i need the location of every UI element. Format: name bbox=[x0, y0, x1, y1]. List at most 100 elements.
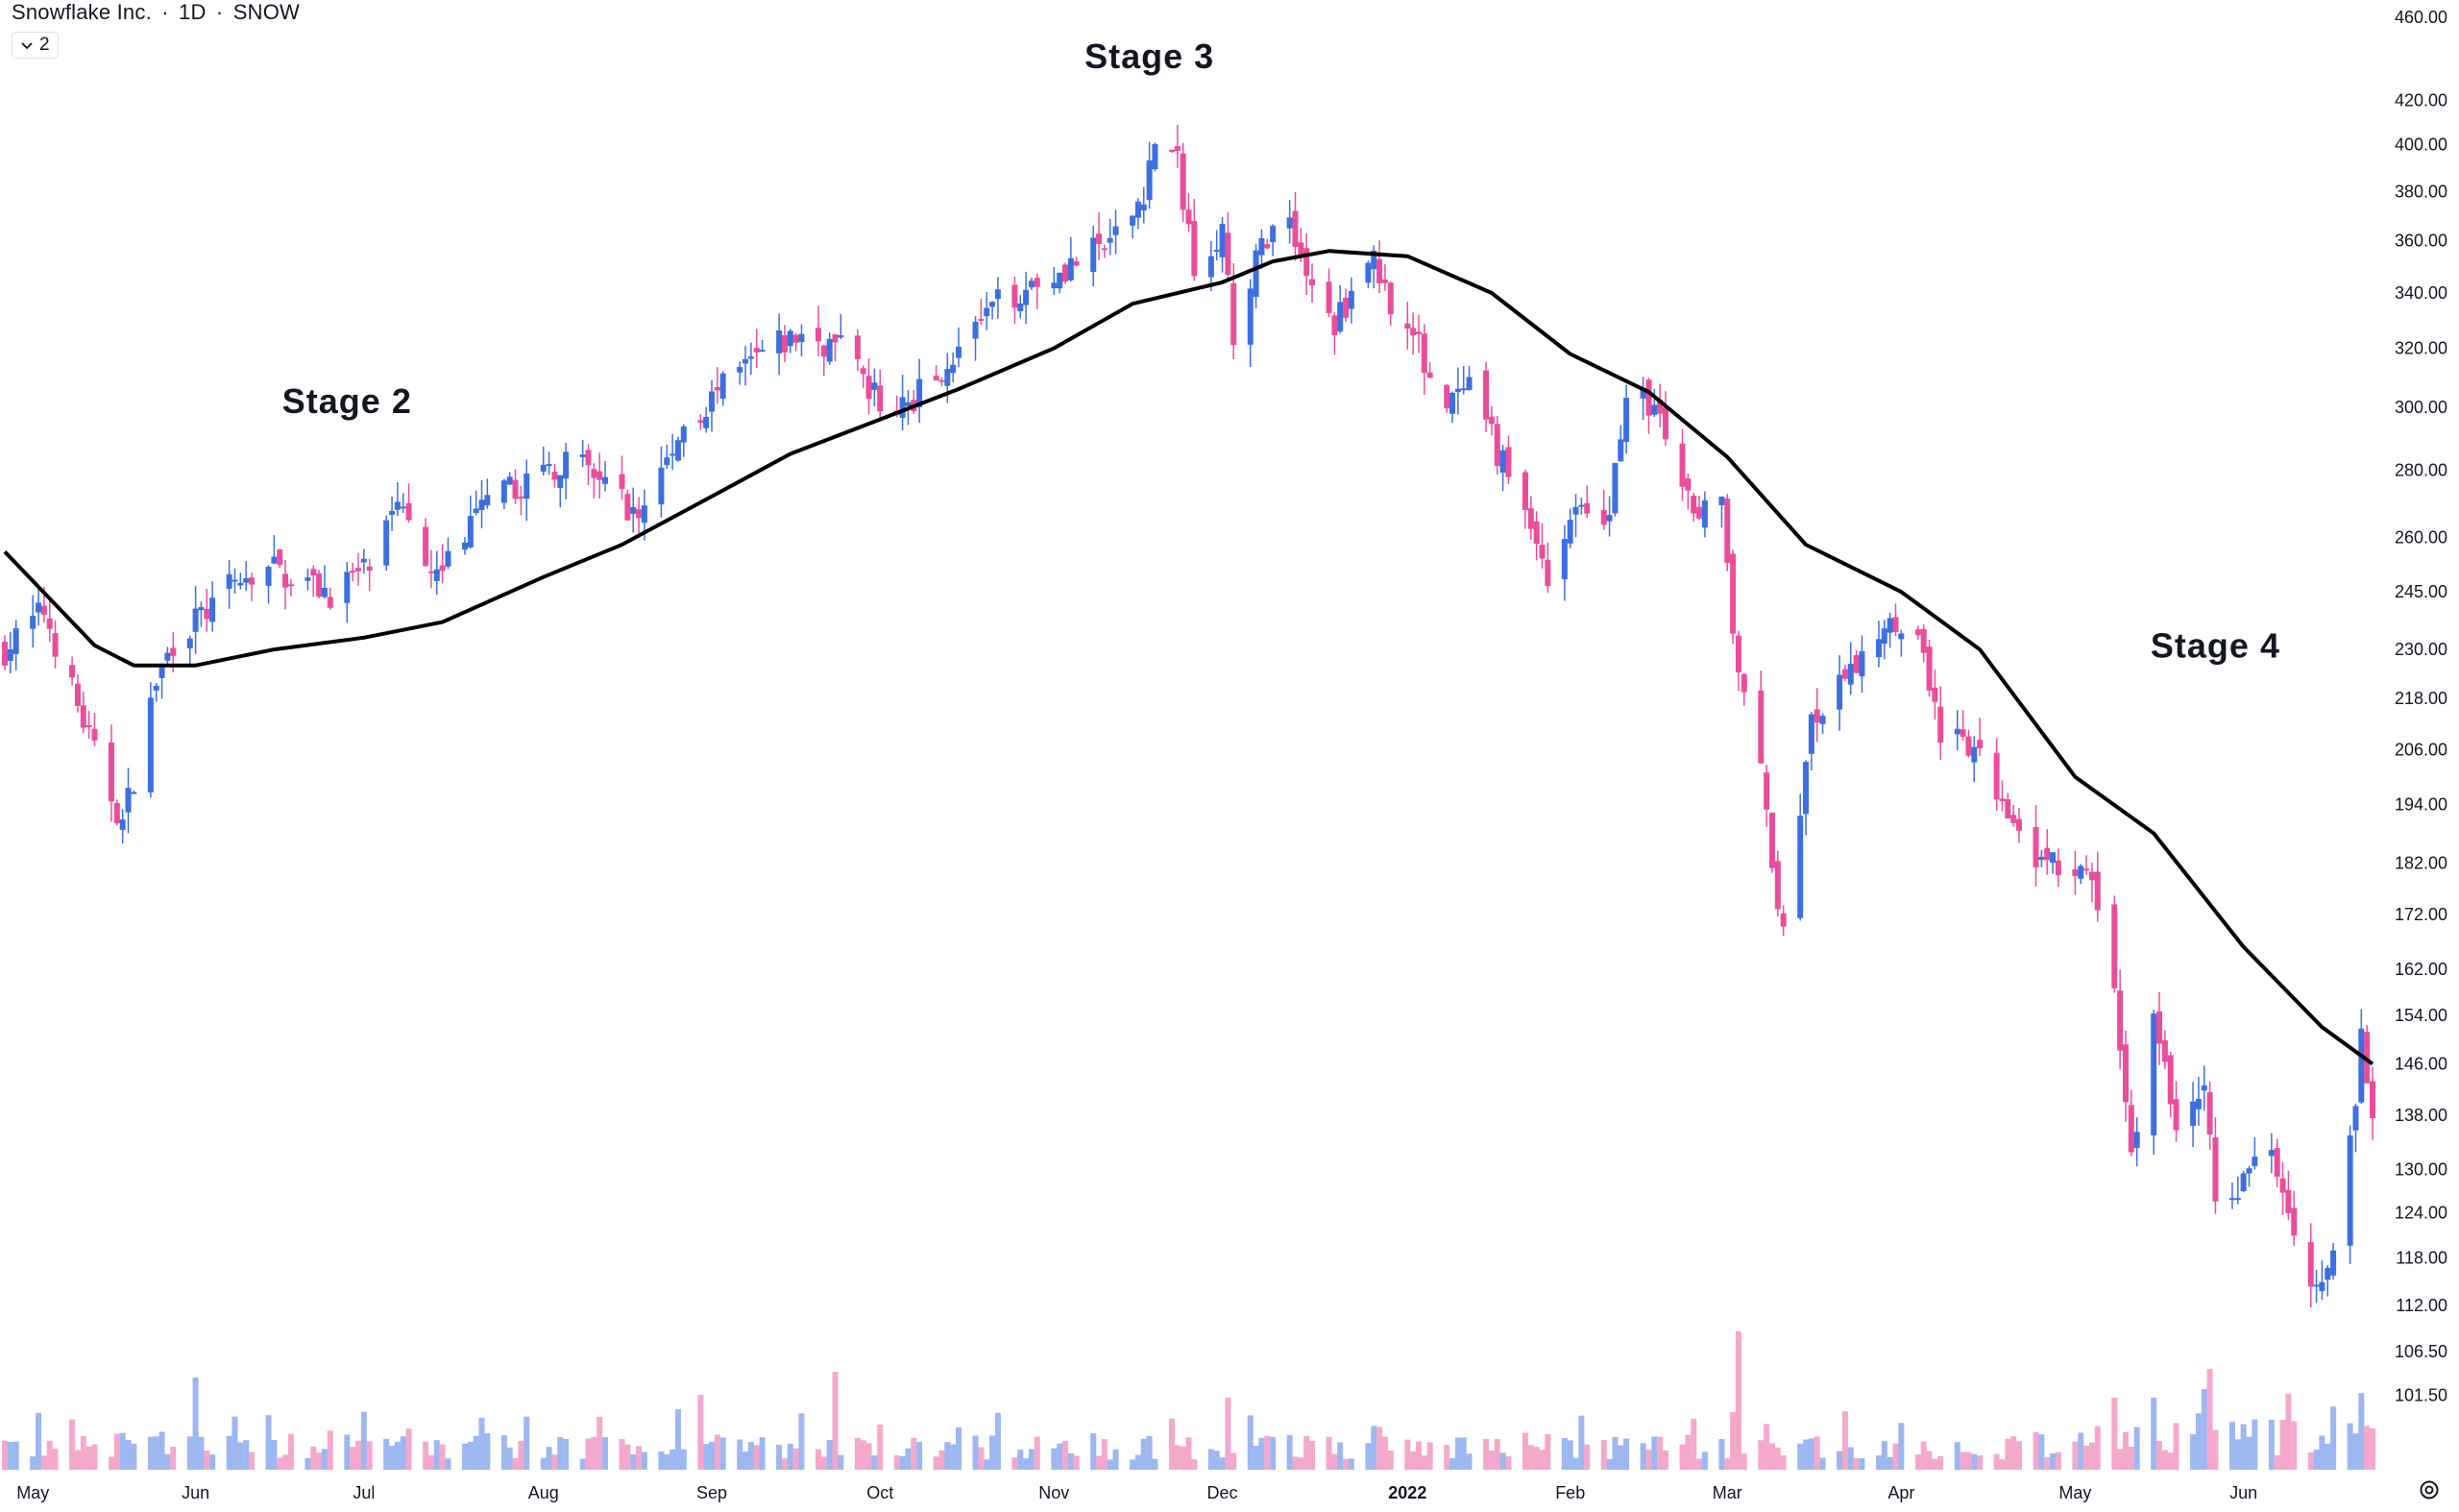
volume-bar bbox=[74, 1450, 81, 1470]
candle-body bbox=[2111, 904, 2118, 988]
volume-bar bbox=[792, 1448, 799, 1470]
candle-body bbox=[198, 607, 205, 611]
candle-body bbox=[405, 502, 412, 521]
price-tick-label: 460.00 bbox=[2395, 8, 2447, 27]
candle-body bbox=[1258, 237, 1265, 256]
candle-body bbox=[1331, 315, 1338, 335]
candle-body bbox=[2352, 1106, 2359, 1131]
candle-body bbox=[1892, 617, 1899, 632]
candle-body bbox=[602, 476, 609, 484]
candle-body bbox=[1814, 709, 1820, 723]
candle-body bbox=[787, 330, 793, 347]
candle-body bbox=[938, 379, 945, 382]
volume-bar bbox=[1522, 1432, 1528, 1470]
price-tick-label: 206.00 bbox=[2395, 741, 2447, 760]
candle-body bbox=[1701, 500, 1708, 528]
volume-bar bbox=[1679, 1444, 1686, 1470]
volume-bar bbox=[1326, 1436, 1332, 1470]
symbol-header[interactable]: Snowflake Inc. · 1D · SNOW bbox=[12, 0, 304, 25]
volume-bar bbox=[1292, 1456, 1299, 1470]
volume-bar bbox=[2094, 1426, 2101, 1470]
volume-bar bbox=[36, 1412, 42, 1470]
candle-body bbox=[1914, 629, 1921, 636]
candle-body bbox=[737, 366, 743, 373]
volume-bar bbox=[1017, 1449, 1024, 1470]
candle-body bbox=[1920, 628, 1927, 653]
candle-body bbox=[1651, 404, 1658, 415]
candle-body bbox=[467, 516, 474, 548]
candle-body bbox=[46, 618, 53, 629]
volume-bar bbox=[1853, 1457, 1860, 1470]
volume-bar bbox=[2252, 1419, 2258, 1470]
candle-body bbox=[2050, 852, 2057, 864]
volume-bar bbox=[838, 1454, 844, 1470]
volume-bar bbox=[1483, 1438, 1490, 1470]
candle-body bbox=[753, 348, 760, 353]
candle-body bbox=[400, 506, 406, 509]
volume-bar bbox=[1954, 1442, 1960, 1470]
volume-bar bbox=[344, 1434, 351, 1470]
time-tick-label: May bbox=[2058, 1483, 2091, 1502]
price-tick-label: 101.50 bbox=[2395, 1386, 2447, 1405]
candle-body bbox=[1954, 728, 1960, 735]
volume-bar bbox=[12, 1441, 19, 1470]
volume-bar bbox=[708, 1442, 715, 1470]
candle-body bbox=[2285, 1189, 2292, 1213]
candle-body bbox=[1718, 496, 1725, 505]
candle-body bbox=[1837, 674, 1843, 710]
price-tick-label: 260.00 bbox=[2395, 528, 2447, 548]
candle-body bbox=[423, 526, 429, 567]
volume-bar bbox=[2319, 1435, 2325, 1470]
price-tick-label: 162.00 bbox=[2395, 960, 2447, 979]
candle-body bbox=[1348, 290, 1354, 309]
volume-bar bbox=[1225, 1398, 1231, 1470]
candle-body bbox=[747, 356, 754, 359]
candle-body bbox=[703, 416, 710, 428]
price-axis[interactable]: 460.00 420.00 400.00 380.00 360.00 340.00 320.… bbox=[2395, 8, 2447, 1405]
indicators-collapse-button[interactable]: 2 bbox=[12, 32, 59, 59]
candle-body bbox=[1567, 520, 1573, 544]
candle-body bbox=[978, 318, 985, 321]
volume-bar bbox=[1404, 1439, 1411, 1470]
volume-bar bbox=[1140, 1438, 1147, 1470]
candle-body bbox=[719, 373, 726, 400]
candle-body bbox=[1847, 664, 1854, 685]
candle-body bbox=[1130, 215, 1136, 226]
candle-body bbox=[394, 501, 401, 510]
volume-bar bbox=[877, 1424, 884, 1470]
volume-bar bbox=[2016, 1441, 2023, 1470]
volume-bar bbox=[1600, 1440, 1607, 1470]
volume-bar bbox=[2190, 1434, 2197, 1470]
candle-body bbox=[1449, 392, 1456, 414]
candle-body bbox=[2005, 798, 2011, 818]
candle-body bbox=[1965, 736, 1972, 756]
volume-bar bbox=[933, 1456, 939, 1470]
candle-body bbox=[310, 569, 317, 576]
candle-body bbox=[1663, 406, 1669, 440]
volume-bar bbox=[1657, 1436, 1664, 1470]
settings-gear-icon[interactable] bbox=[2417, 1477, 2442, 1502]
volume-bar bbox=[2161, 1450, 2168, 1470]
candle-body bbox=[1758, 690, 1765, 764]
volume-bar bbox=[500, 1435, 507, 1470]
volume-bar bbox=[1814, 1436, 1820, 1470]
volume-bar bbox=[916, 1442, 923, 1470]
volume-bar bbox=[1730, 1412, 1737, 1470]
candle-body bbox=[1090, 237, 1097, 273]
volume-bar bbox=[1057, 1443, 1063, 1470]
volume-bar bbox=[1718, 1439, 1725, 1470]
candle-body bbox=[186, 638, 193, 648]
volume-bar bbox=[1618, 1445, 1624, 1470]
volume-bar bbox=[265, 1415, 272, 1470]
candle-body bbox=[2072, 868, 2079, 876]
volume-bar bbox=[1348, 1458, 1354, 1470]
candle-body bbox=[1572, 506, 1579, 515]
candle-body bbox=[1691, 495, 1697, 514]
volume-bar bbox=[1146, 1436, 1153, 1470]
candle-body bbox=[1410, 328, 1417, 336]
time-axis[interactable]: May Jun Jul Aug Sep Oct Nov Dec 2022 Feb Mar Apr May… bbox=[16, 1483, 2257, 1502]
candle-body bbox=[36, 602, 42, 613]
candle-body bbox=[2279, 1178, 2286, 1193]
volume-bar bbox=[1803, 1439, 1810, 1470]
